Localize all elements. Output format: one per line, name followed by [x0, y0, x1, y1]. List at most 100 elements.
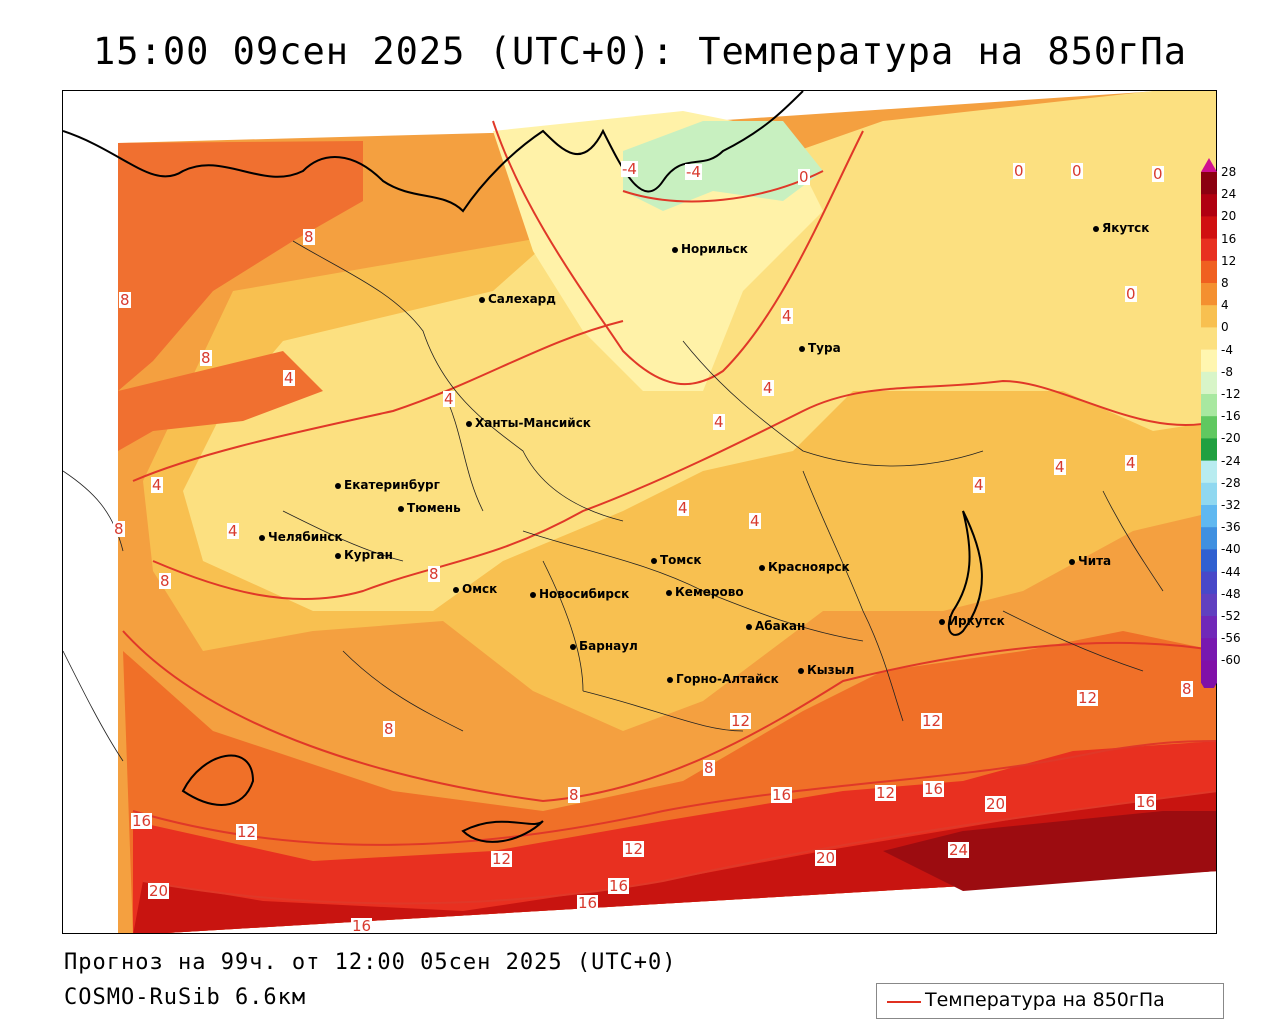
city-dot-icon [798, 667, 804, 674]
legend-line-swatch [887, 1001, 921, 1003]
colorbar-swatch [1201, 638, 1217, 661]
isotherm-label: 16 [131, 812, 153, 830]
colorbar-tick-label: -60 [1221, 653, 1241, 668]
isotherm-label: 4 [677, 499, 689, 517]
isotherm-label: 4 [283, 369, 295, 387]
city-dot-icon [479, 296, 485, 303]
colorbar-tick-label: -20 [1221, 431, 1241, 446]
colorbar-tick-label: -32 [1221, 498, 1241, 512]
colorbar-swatch [1201, 571, 1217, 595]
legend: Температура на 850гПа [876, 983, 1224, 1019]
isotherm-label: 16 [771, 786, 793, 804]
colorbar-swatch [1201, 327, 1217, 351]
colorbar-tick-label: -16 [1221, 409, 1241, 424]
isotherm-label: 8 [113, 520, 125, 538]
colorbar-tick-label: 8 [1221, 276, 1229, 290]
admin-borders [63, 240, 1164, 762]
isotherm-label: 12 [236, 823, 258, 841]
city-dot-icon [667, 676, 673, 683]
colorbar-swatch [1201, 616, 1217, 639]
isotherm-label: 20 [148, 882, 170, 900]
map-title: 15:00 09сен 2025 (UTC+0): Температура на… [93, 30, 1187, 73]
coastlines [63, 91, 983, 843]
isotherm-label: 8 [119, 291, 131, 309]
colorbar-swatch [1201, 305, 1217, 328]
isotherm-label: 8 [1181, 680, 1193, 698]
isotherm-label: 4 [713, 413, 725, 431]
isotherm-label: 0 [1152, 165, 1164, 183]
isotherm-label: 16 [608, 877, 630, 895]
city-dot-icon [453, 586, 459, 593]
colorbar-bottom-arrow-icon [1201, 682, 1217, 688]
colorbar-swatch [1201, 593, 1217, 617]
forecast-info: Прогноз на 99ч. от 12:00 05сен 2025 (UTC… [64, 950, 677, 975]
city-marker: Салехард [479, 292, 556, 306]
colorbar-swatch [1201, 660, 1217, 684]
city-marker: Абакан [746, 619, 805, 633]
colorbar-swatch [1201, 394, 1217, 417]
colorbar-swatch [1201, 194, 1217, 217]
isotherm-label: 8 [383, 720, 395, 738]
isotherm-label: 12 [730, 712, 752, 730]
city-marker: Якутск [1093, 221, 1149, 235]
isotherm-label: 4 [1125, 454, 1137, 472]
city-dot-icon [939, 618, 945, 625]
colorbar-swatch [1201, 349, 1217, 373]
field-minus-4 [623, 121, 823, 211]
isotherm-label: 8 [303, 228, 315, 246]
city-marker: Норильск [672, 242, 748, 256]
city-marker: Барнаул [570, 639, 638, 653]
isotherm-label: 16 [1135, 793, 1157, 811]
isotherm-label: 8 [200, 349, 212, 367]
isotherm-label: 4 [1054, 458, 1066, 476]
city-marker: Тюмень [398, 501, 461, 515]
city-dot-icon [335, 482, 341, 489]
colorbar-swatch [1201, 438, 1217, 462]
city-dot-icon [570, 643, 576, 650]
colorbar-swatch [1201, 505, 1217, 528]
isotherm-label: 4 [227, 522, 239, 540]
city-dot-icon [398, 505, 404, 512]
colorbar-tick-label: 4 [1221, 298, 1229, 313]
colorbar-tick-label: 16 [1221, 231, 1237, 246]
isotherm-label: 8 [159, 572, 171, 590]
city-dot-icon [1069, 558, 1075, 565]
colorbar-swatch [1201, 527, 1217, 550]
colorbar-swatch [1201, 549, 1217, 573]
isotherm-label: 4 [762, 379, 774, 397]
city-marker: Томск [651, 553, 702, 567]
colorbar-top-arrow-icon [1201, 158, 1217, 172]
city-marker: Екатеринбург [335, 478, 440, 492]
map-canvas [63, 91, 1216, 933]
colorbar-swatch [1201, 460, 1217, 484]
isotherm-label: -4 [621, 160, 638, 178]
isotherm-label: 4 [443, 390, 455, 408]
colorbar-tick-label: -52 [1221, 609, 1241, 623]
colorbar-tick-label: -12 [1221, 387, 1241, 401]
isotherm-label: 0 [1013, 162, 1025, 180]
colorbar-tick-label: -56 [1221, 631, 1241, 646]
colorbar-tick-label: 20 [1221, 209, 1237, 224]
isotherm-label: 4 [781, 307, 793, 325]
temperature-map: -4 -4 0 0 0 0 0 8 8 8 4 4 4 4 4 4 4 4 4 … [62, 90, 1217, 934]
colorbar-swatch [1201, 216, 1217, 240]
colorbar-tick-label: -48 [1221, 586, 1241, 601]
colorbar-tick-label: 28 [1221, 165, 1237, 179]
city-dot-icon [335, 552, 341, 559]
isotherm-label: 16 [577, 894, 599, 912]
isotherm-label: 0 [798, 168, 810, 186]
city-dot-icon [651, 557, 657, 564]
isotherm-label: 4 [749, 512, 761, 530]
colorbar-swatch [1201, 260, 1217, 284]
colorbar: 28 24 20 16 12 8 4 0 -4 -8 -12 -16 -20 -24 -28 -32 -36 -4… [1199, 158, 1279, 688]
city-marker: Кемерово [666, 585, 744, 599]
colorbar-swatch [1201, 371, 1217, 395]
colorbar-scale [1201, 158, 1217, 688]
city-dot-icon [759, 564, 765, 571]
city-dot-icon [799, 345, 805, 352]
city-dot-icon [746, 623, 752, 630]
colorbar-tick-label: -44 [1221, 564, 1241, 579]
city-marker: Кызыл [798, 663, 854, 677]
city-dot-icon [466, 420, 472, 427]
colorbar-swatch [1201, 283, 1217, 306]
